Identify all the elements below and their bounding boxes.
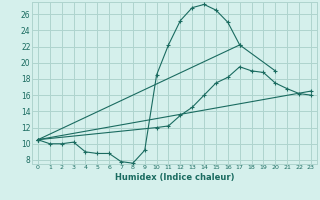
X-axis label: Humidex (Indice chaleur): Humidex (Indice chaleur) bbox=[115, 173, 234, 182]
